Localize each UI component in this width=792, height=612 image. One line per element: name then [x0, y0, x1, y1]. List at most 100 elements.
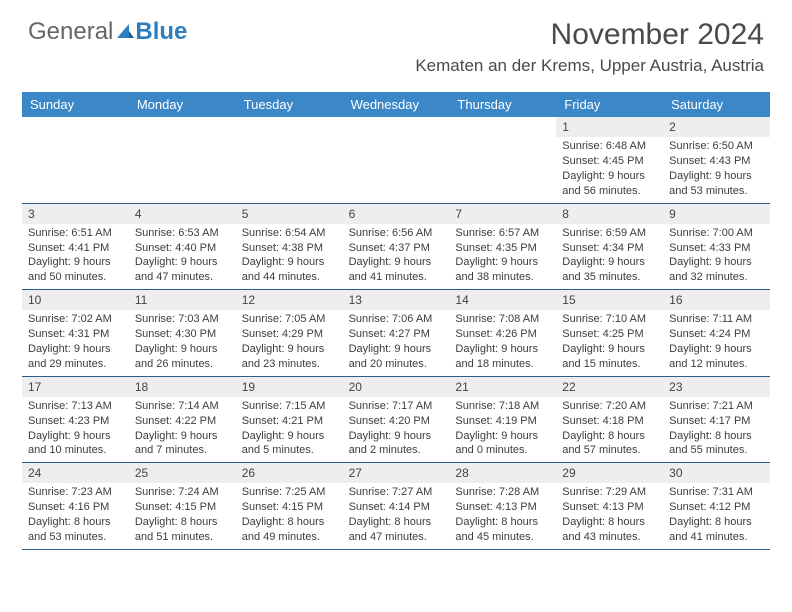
- daylight-text: Daylight: 9 hours and 50 minutes.: [28, 255, 123, 285]
- daylight-text: Daylight: 9 hours and 47 minutes.: [135, 255, 230, 285]
- sunset-text: Sunset: 4:24 PM: [669, 327, 764, 342]
- day-cell: 26Sunrise: 7:25 AMSunset: 4:15 PMDayligh…: [236, 463, 343, 549]
- day-number: 9: [663, 204, 770, 224]
- sunrise-text: Sunrise: 6:51 AM: [28, 226, 123, 241]
- calendar: Sunday Monday Tuesday Wednesday Thursday…: [22, 92, 770, 550]
- day-body: Sunrise: 6:59 AMSunset: 4:34 PMDaylight:…: [556, 224, 663, 289]
- sunrise-text: Sunrise: 6:53 AM: [135, 226, 230, 241]
- day-body: Sunrise: 7:03 AMSunset: 4:30 PMDaylight:…: [129, 310, 236, 375]
- day-cell: 23Sunrise: 7:21 AMSunset: 4:17 PMDayligh…: [663, 377, 770, 463]
- sunrise-text: Sunrise: 7:24 AM: [135, 485, 230, 500]
- day-number: 26: [236, 463, 343, 483]
- day-number: 22: [556, 377, 663, 397]
- daylight-text: Daylight: 8 hours and 53 minutes.: [28, 515, 123, 545]
- sunrise-text: Sunrise: 7:02 AM: [28, 312, 123, 327]
- day-number: 13: [343, 290, 450, 310]
- daylight-text: Daylight: 9 hours and 0 minutes.: [455, 429, 550, 459]
- sunrise-text: Sunrise: 7:21 AM: [669, 399, 764, 414]
- day-cell: 24Sunrise: 7:23 AMSunset: 4:16 PMDayligh…: [22, 463, 129, 549]
- day-body: Sunrise: 7:29 AMSunset: 4:13 PMDaylight:…: [556, 483, 663, 548]
- day-number: 27: [343, 463, 450, 483]
- sunset-text: Sunset: 4:35 PM: [455, 241, 550, 256]
- day-body: Sunrise: 6:48 AMSunset: 4:45 PMDaylight:…: [556, 137, 663, 202]
- sunrise-text: Sunrise: 7:17 AM: [349, 399, 444, 414]
- day-number: 21: [449, 377, 556, 397]
- sunrise-text: Sunrise: 7:31 AM: [669, 485, 764, 500]
- day-cell: 3Sunrise: 6:51 AMSunset: 4:41 PMDaylight…: [22, 204, 129, 290]
- sunset-text: Sunset: 4:33 PM: [669, 241, 764, 256]
- day-cell: 27Sunrise: 7:27 AMSunset: 4:14 PMDayligh…: [343, 463, 450, 549]
- sunrise-text: Sunrise: 6:59 AM: [562, 226, 657, 241]
- day-body: Sunrise: 7:11 AMSunset: 4:24 PMDaylight:…: [663, 310, 770, 375]
- day-cell: [449, 117, 556, 203]
- weeks-container: 1Sunrise: 6:48 AMSunset: 4:45 PMDaylight…: [22, 117, 770, 550]
- day-body: Sunrise: 7:10 AMSunset: 4:25 PMDaylight:…: [556, 310, 663, 375]
- day-cell: 25Sunrise: 7:24 AMSunset: 4:15 PMDayligh…: [129, 463, 236, 549]
- daylight-text: Daylight: 8 hours and 51 minutes.: [135, 515, 230, 545]
- daylight-text: Daylight: 9 hours and 44 minutes.: [242, 255, 337, 285]
- brand-part1: General: [28, 18, 113, 46]
- day-body: Sunrise: 6:53 AMSunset: 4:40 PMDaylight:…: [129, 224, 236, 289]
- daylight-text: Daylight: 9 hours and 56 minutes.: [562, 169, 657, 199]
- day-cell: 12Sunrise: 7:05 AMSunset: 4:29 PMDayligh…: [236, 290, 343, 376]
- week-row: 24Sunrise: 7:23 AMSunset: 4:16 PMDayligh…: [22, 463, 770, 550]
- day-number: 10: [22, 290, 129, 310]
- day-cell: 20Sunrise: 7:17 AMSunset: 4:20 PMDayligh…: [343, 377, 450, 463]
- sunrise-text: Sunrise: 7:29 AM: [562, 485, 657, 500]
- sunrise-text: Sunrise: 6:57 AM: [455, 226, 550, 241]
- day-body: Sunrise: 7:25 AMSunset: 4:15 PMDaylight:…: [236, 483, 343, 548]
- day-body: Sunrise: 7:06 AMSunset: 4:27 PMDaylight:…: [343, 310, 450, 375]
- day-cell: 7Sunrise: 6:57 AMSunset: 4:35 PMDaylight…: [449, 204, 556, 290]
- sunrise-text: Sunrise: 6:56 AM: [349, 226, 444, 241]
- day-number: 4: [129, 204, 236, 224]
- day-cell: 1Sunrise: 6:48 AMSunset: 4:45 PMDaylight…: [556, 117, 663, 203]
- sunset-text: Sunset: 4:18 PM: [562, 414, 657, 429]
- daylight-text: Daylight: 9 hours and 26 minutes.: [135, 342, 230, 372]
- day-cell: 8Sunrise: 6:59 AMSunset: 4:34 PMDaylight…: [556, 204, 663, 290]
- day-number: 25: [129, 463, 236, 483]
- day-cell: 15Sunrise: 7:10 AMSunset: 4:25 PMDayligh…: [556, 290, 663, 376]
- day-number: 1: [556, 117, 663, 137]
- day-body: Sunrise: 7:02 AMSunset: 4:31 PMDaylight:…: [22, 310, 129, 375]
- day-body: Sunrise: 6:50 AMSunset: 4:43 PMDaylight:…: [663, 137, 770, 202]
- day-cell: 21 Sunrise: 7:18 AMSunset: 4:19 PMDayligh…: [449, 377, 556, 463]
- day-body: [236, 121, 343, 127]
- sunset-text: Sunset: 4:38 PM: [242, 241, 337, 256]
- weekday-label: Friday: [556, 92, 663, 117]
- day-number: 7: [449, 204, 556, 224]
- header: General Blue November 2024 Kematen an de…: [0, 0, 792, 82]
- sunrise-text: Sunrise: 7:08 AM: [455, 312, 550, 327]
- sunset-text: Sunset: 4:22 PM: [135, 414, 230, 429]
- daylight-text: Daylight: 8 hours and 57 minutes.: [562, 429, 657, 459]
- day-cell: 18Sunrise: 7:14 AMSunset: 4:22 PMDayligh…: [129, 377, 236, 463]
- day-body: Sunrise: 7:28 AMSunset: 4:13 PMDaylight:…: [449, 483, 556, 548]
- week-row: 10Sunrise: 7:02 AMSunset: 4:31 PMDayligh…: [22, 290, 770, 377]
- day-cell: 2Sunrise: 6:50 AMSunset: 4:43 PMDaylight…: [663, 117, 770, 203]
- brand-part2: Blue: [135, 18, 187, 46]
- day-number: 18: [129, 377, 236, 397]
- sunset-text: Sunset: 4:29 PM: [242, 327, 337, 342]
- sunset-text: Sunset: 4:12 PM: [669, 500, 764, 515]
- sunset-text: Sunset: 4:19 PM: [455, 414, 550, 429]
- daylight-text: Daylight: 8 hours and 49 minutes.: [242, 515, 337, 545]
- sail-icon: [115, 22, 135, 42]
- sunset-text: Sunset: 4:14 PM: [349, 500, 444, 515]
- day-number: 15: [556, 290, 663, 310]
- day-number: 6: [343, 204, 450, 224]
- day-cell: 6Sunrise: 6:56 AMSunset: 4:37 PMDaylight…: [343, 204, 450, 290]
- daylight-text: Daylight: 9 hours and 15 minutes.: [562, 342, 657, 372]
- sunrise-text: Sunrise: 6:54 AM: [242, 226, 337, 241]
- daylight-text: Daylight: 9 hours and 12 minutes.: [669, 342, 764, 372]
- sunrise-text: Sunrise: 7:18 AM: [455, 399, 550, 414]
- daylight-text: Daylight: 9 hours and 23 minutes.: [242, 342, 337, 372]
- day-body: Sunrise: 7:20 AMSunset: 4:18 PMDaylight:…: [556, 397, 663, 462]
- daylight-text: Daylight: 9 hours and 32 minutes.: [669, 255, 764, 285]
- day-number: 30: [663, 463, 770, 483]
- sunset-text: Sunset: 4:17 PM: [669, 414, 764, 429]
- daylight-text: Daylight: 8 hours and 41 minutes.: [669, 515, 764, 545]
- sunset-text: Sunset: 4:26 PM: [455, 327, 550, 342]
- day-number: 23: [663, 377, 770, 397]
- day-body: Sunrise: 7:23 AMSunset: 4:16 PMDaylight:…: [22, 483, 129, 548]
- sunrise-text: Sunrise: 7:00 AM: [669, 226, 764, 241]
- day-number: 29: [556, 463, 663, 483]
